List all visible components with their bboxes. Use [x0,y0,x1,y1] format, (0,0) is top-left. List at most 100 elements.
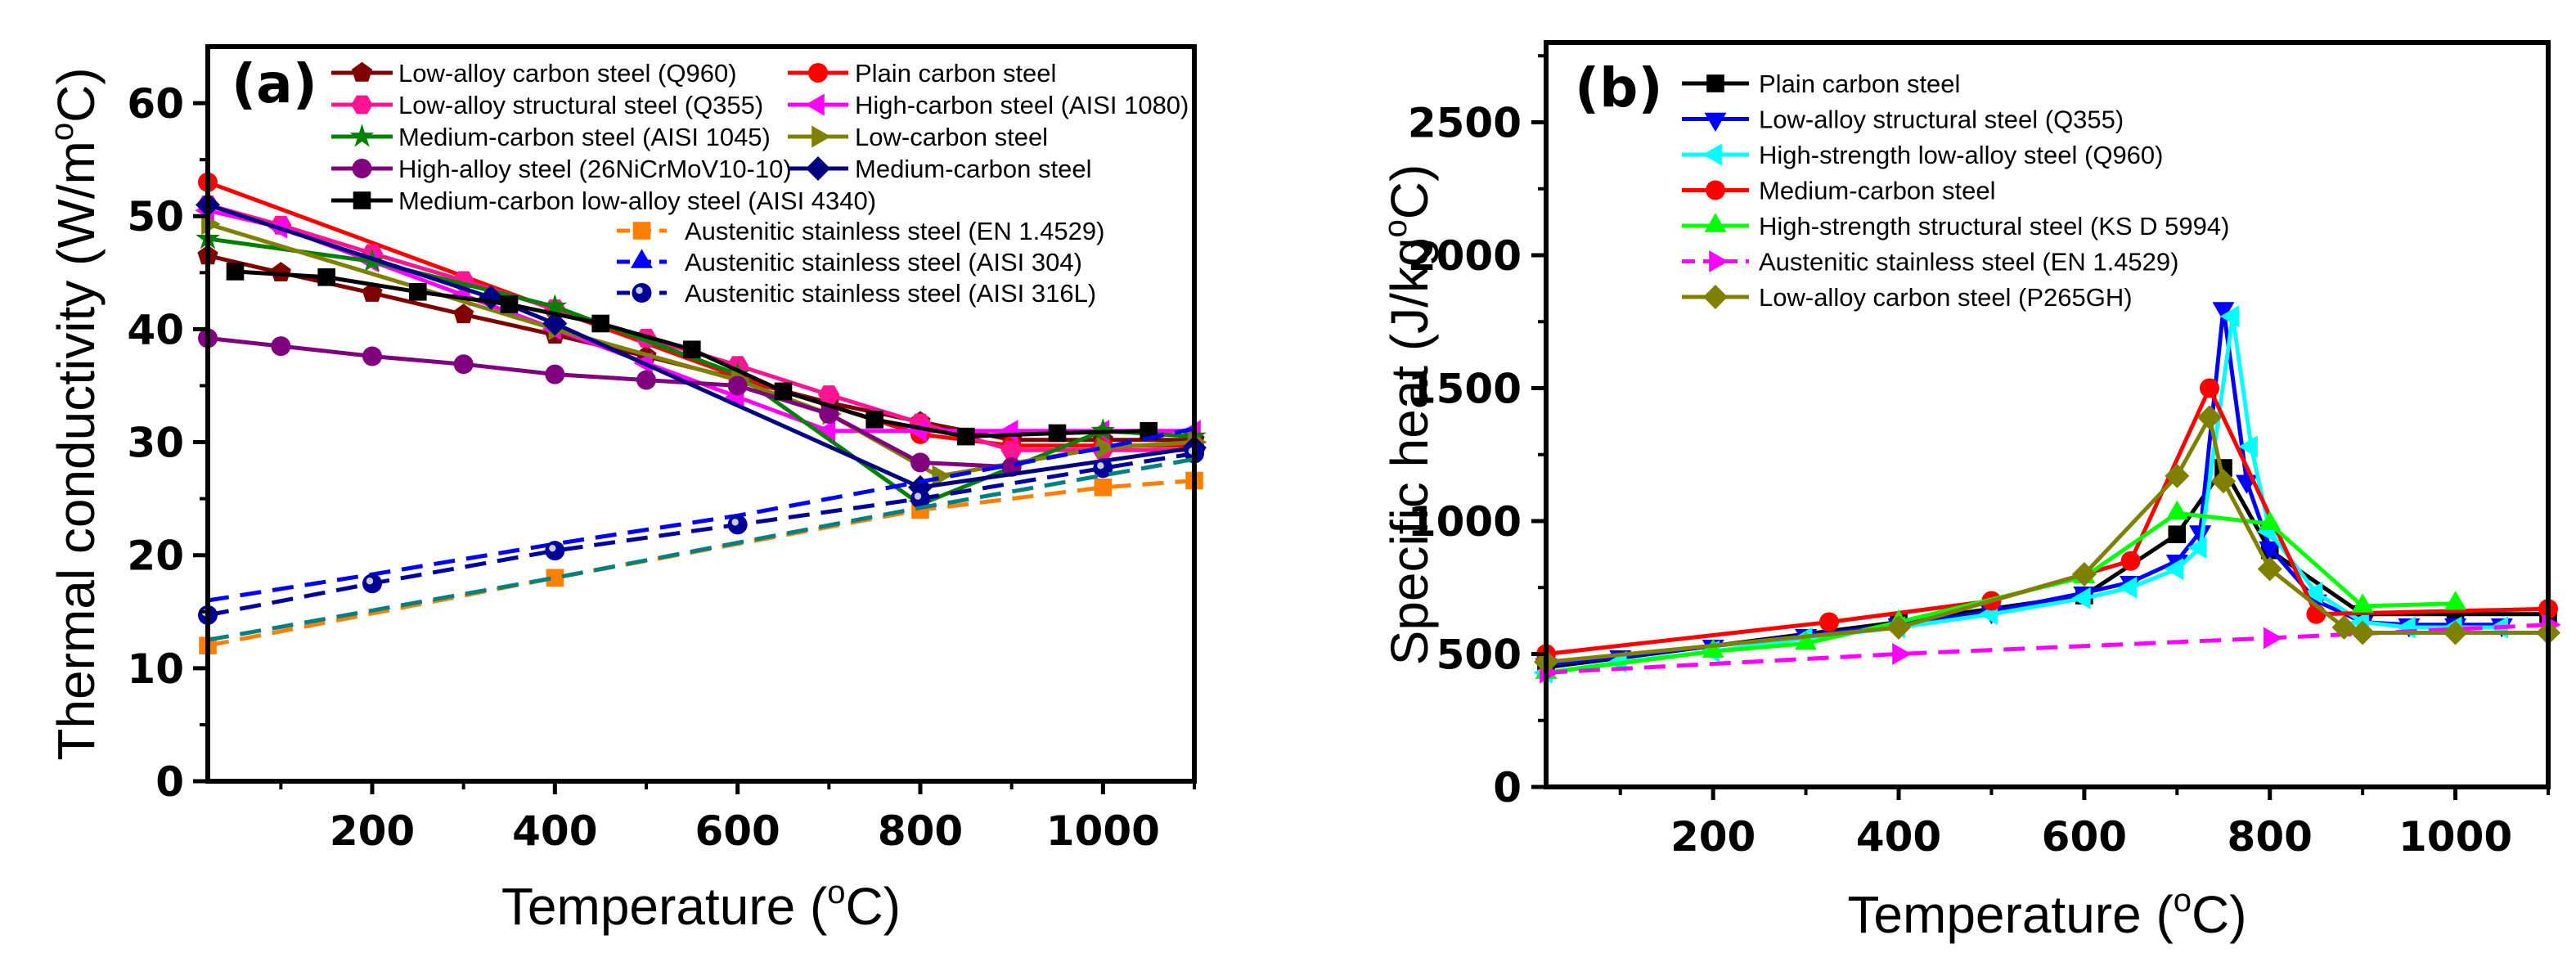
legend-item: High-strength low-alloy steel (Q960) [1682,141,2164,169]
data-marker [2071,587,2091,609]
data-marker [2219,305,2240,328]
y-axis-title-text: Thermal conductivity (W/m [47,141,106,760]
data-marker [2351,593,2374,613]
legend-label: Low-alloy structural steel (Q355) [1759,106,2124,134]
data-marker [2165,500,2188,519]
degree-superscript: o [44,123,80,141]
series-plain-carbon-steel [1537,459,2557,677]
legend-item: Plain carbon steel [788,59,1056,88]
x-tick-label: 600 [2042,813,2127,861]
data-marker [1706,74,1724,92]
legend-item: Low-alloy carbon steel (Q960) [331,59,737,88]
data-marker [500,295,519,313]
data-marker [1702,638,1724,658]
legend-label: Low-alloy carbon steel (Q960) [398,59,737,88]
legend-item: High-alloy steel (26NiCrMoV10-10) [331,155,792,183]
legend-item: Low-alloy structural steel (Q355) [331,91,763,119]
data-marker [816,420,836,443]
series-line [1545,316,2502,675]
y-tick-label: 30 [127,420,184,467]
data-marker [2331,615,2357,640]
legend-item: Medium-carbon steel (AISI 1045) [331,123,771,151]
data-marker [1702,143,1722,166]
data-marker [2211,469,2236,494]
data-marker [818,385,840,404]
series-medium-carbon-low-alloy-steel-aisi-4340- [226,263,1158,446]
x-tick-label: 200 [1670,813,1756,861]
panel-b-specific-heat-chart: 200 400 600 800 1000 0 500 1000 1500 2000 2500 Temp… [1378,40,2561,944]
series-unlabeled [207,456,1195,642]
panel-label: (b) [1575,56,1663,119]
legend-label: Medium-carbon steel [1759,177,1995,205]
data-marker [2212,302,2235,321]
data-marker [226,263,245,281]
data-marker [2303,582,2323,605]
data-marker [1704,213,1727,232]
y-tick-label: 2500 [1408,100,1522,147]
data-marker [2197,405,2222,430]
degree-superscript: o [827,874,845,910]
data-marker [453,303,474,324]
legend-item: Medium-carbon low-alloy steel (AISI 4340… [331,187,876,215]
legend-label: Low-carbon steel [855,123,1048,151]
degree-superscript: o [1378,219,1414,237]
panel-a-thermal-conductivity-chart: 200 400 600 800 1000 0 10 20 30 40 50 60 Temperature… [44,44,1207,936]
series-group [1533,302,2561,684]
data-marker [351,61,373,82]
data-marker [2187,537,2207,559]
marker-highlight [731,519,739,526]
legend: Plain carbon steel Low-alloy structural s… [1682,70,2229,312]
data-marker [317,268,335,286]
data-marker [1818,612,1839,632]
x-tick-label: 400 [512,807,597,855]
legend-label: Medium-carbon steel [855,155,1091,183]
data-marker [1090,418,1116,442]
data-marker [270,262,291,281]
data-marker [2263,627,2283,650]
data-marker [636,370,656,390]
y-tick-label: 0 [1493,764,1522,811]
x-tick-label: 1000 [2398,813,2512,861]
data-marker [907,420,927,443]
data-marker [2259,510,2282,530]
legend-label: High-alloy steel (26NiCrMoV10-10) [398,155,792,183]
marker-highlight [366,578,374,585]
plot-frame [205,44,1197,784]
legend-label: Low-alloy carbon steel (P265GH) [1759,283,2133,312]
legend-item: Low-alloy structural steel (Q355) [1682,106,2124,134]
data-marker [1094,479,1113,497]
data-marker [1703,285,1728,309]
data-marker [1096,436,1116,459]
x-tick-label: 200 [330,807,415,855]
data-marker [2350,620,2376,645]
data-marker [1048,424,1067,443]
data-marker [542,311,568,336]
legend-label: Plain carbon steel [855,59,1056,88]
legend-label: Medium-carbon low-alloy steel (AISI 4340… [398,187,876,215]
data-marker [2199,378,2219,398]
data-marker [910,452,930,473]
data-marker [1795,630,1818,650]
data-marker [545,541,565,561]
data-marker [727,375,748,396]
data-marker [353,191,371,209]
data-marker [806,156,830,181]
legend-item: Medium-carbon steel [788,155,1091,183]
y-tick-label: 10 [127,645,184,693]
data-marker [545,364,565,384]
series-line [1545,383,2549,656]
legend: Low-alloy carbon steel (Q960) Plain carbo… [331,59,1189,308]
legend-item: Low-alloy carbon steel (P265GH) [1682,283,2133,312]
data-marker [1704,112,1727,133]
data-marker [631,249,653,268]
data-marker [351,95,373,115]
data-marker [932,465,951,488]
y-axis-title-unit: C) [1380,164,1439,220]
data-marker [910,488,930,509]
data-marker [2168,525,2187,544]
y-tick-label: 50 [127,193,184,241]
data-marker [542,294,568,317]
legend-item: High-carbon steel (AISI 1080) [788,91,1189,119]
series-line [207,335,1012,470]
data-marker [957,427,975,446]
